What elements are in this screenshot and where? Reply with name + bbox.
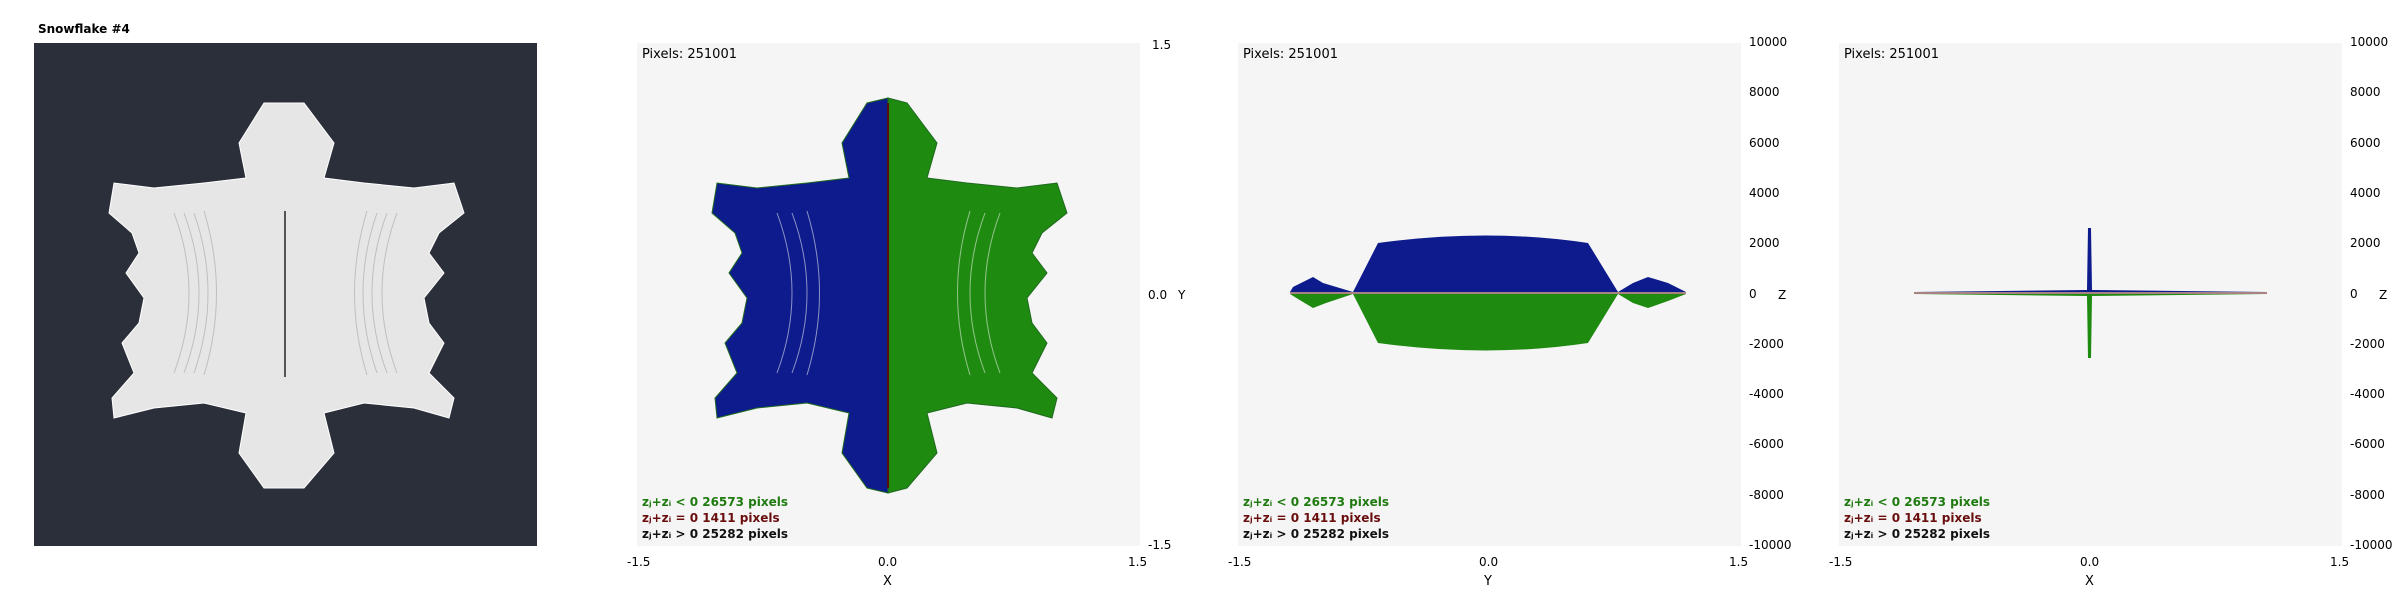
xz-upper-band	[1914, 228, 2267, 292]
z-tick-label: -4000	[1749, 387, 1784, 402]
yz-projection-svg	[1290, 235, 1686, 351]
z-tick-label: 4000	[2350, 185, 2381, 200]
stat-positive: zⱼ+zᵢ > 0 25282 pixels	[1844, 527, 1990, 541]
plot-yz: Pixels: 251001 zⱼ+zᵢ < 0 26573 pixels zⱼ…	[1238, 43, 1741, 546]
x-tick-left: -1.5	[1829, 555, 1853, 569]
z-tick-label: 0	[2350, 286, 2358, 301]
xy-left-half	[711, 97, 889, 494]
y-axis-label: Y	[1178, 288, 1186, 302]
z-tick-label: 6000	[2350, 135, 2381, 150]
x-tick-mid: 0.0	[878, 555, 898, 569]
z-axis-label: Z	[2379, 288, 2388, 302]
z-tick-label: 2000	[1749, 236, 1780, 251]
pixel-stats: zⱼ+zᵢ < 0 26573 pixels zⱼ+zᵢ = 0 1411 pi…	[1243, 494, 1389, 542]
xz-projection-svg	[1914, 228, 2267, 358]
snowflake-title: Snowflake #4	[38, 22, 130, 36]
y-tick-top: 1.5	[1152, 38, 1172, 52]
pixels-label: Pixels: 251001	[1243, 47, 1338, 62]
z-tick-label: 2000	[2350, 236, 2381, 251]
z-axis-label: Z	[1778, 288, 1787, 302]
z-tick-label: 10000	[1749, 35, 1788, 49]
z-tick-label: 8000	[1749, 85, 1780, 100]
z-tick-label: 4000	[1749, 185, 1780, 200]
stat-positive: zⱼ+zᵢ > 0 25282 pixels	[642, 527, 788, 541]
xy-right-half	[887, 97, 1068, 494]
stat-zero: zⱼ+zᵢ = 0 1411 pixels	[1243, 511, 1381, 525]
x-axis-label: Y	[1484, 574, 1492, 589]
z-tick-label: 6000	[1749, 135, 1780, 150]
x-axis-label: X	[883, 574, 892, 589]
x-tick-right: 1.5	[2330, 555, 2350, 569]
xz-lower-band	[1914, 294, 2267, 358]
pixels-label: Pixels: 251001	[1844, 47, 1939, 62]
pixel-stats: zⱼ+zᵢ < 0 26573 pixels zⱼ+zᵢ = 0 1411 pi…	[1844, 494, 1990, 542]
z-tick-label: -10000	[1749, 538, 1792, 552]
z-tick-label: -6000	[1749, 437, 1784, 452]
x-tick-right: 1.5	[1128, 555, 1148, 569]
plot-xz: Pixels: 251001 zⱼ+zᵢ < 0 26573 pixels zⱼ…	[1839, 43, 2342, 546]
pixel-stats: zⱼ+zᵢ < 0 26573 pixels zⱼ+zᵢ = 0 1411 pi…	[642, 494, 788, 542]
stat-zero: zⱼ+zᵢ = 0 1411 pixels	[1844, 511, 1982, 525]
z-tick-label: -2000	[2350, 336, 2385, 351]
z-tick-label: -8000	[1749, 487, 1784, 502]
yz-upper-blob	[1290, 235, 1686, 292]
z-tick-label: -8000	[2350, 487, 2385, 502]
x-tick-mid: 0.0	[1479, 555, 1499, 569]
snowflake-render	[34, 43, 537, 546]
x-tick-left: -1.5	[1228, 555, 1252, 569]
x-axis-label: X	[2085, 574, 2094, 589]
pixels-label: Pixels: 251001	[642, 47, 737, 62]
stat-positive: zⱼ+zᵢ > 0 25282 pixels	[1243, 527, 1389, 541]
z-tick-label: 0	[1749, 286, 1757, 301]
stat-negative: zⱼ+zᵢ < 0 26573 pixels	[642, 495, 788, 509]
z-tick-label: -10000	[2350, 538, 2393, 552]
z-tick-label: 10000	[2350, 35, 2389, 49]
z-tick-label: -4000	[2350, 387, 2385, 402]
y-tick-bottom: -1.5	[1148, 538, 1172, 552]
snowflake-image	[108, 102, 465, 489]
plot-xy: Pixels: 251001 zⱼ+zᵢ < 0 26573 pixels zⱼ…	[637, 43, 1140, 546]
xy-projection-svg	[711, 97, 1068, 494]
stat-negative: zⱼ+zᵢ < 0 26573 pixels	[1844, 495, 1990, 509]
x-tick-right: 1.5	[1729, 555, 1749, 569]
stat-negative: zⱼ+zᵢ < 0 26573 pixels	[1243, 495, 1389, 509]
yz-lower-blob	[1290, 294, 1686, 351]
y-tick-mid: 0.0	[1148, 288, 1168, 302]
x-tick-left: -1.5	[627, 555, 651, 569]
z-tick-label: -2000	[1749, 336, 1784, 351]
stat-zero: zⱼ+zᵢ = 0 1411 pixels	[642, 511, 780, 525]
x-tick-mid: 0.0	[2080, 555, 2100, 569]
z-tick-label: -6000	[2350, 437, 2385, 452]
z-tick-label: 8000	[2350, 85, 2381, 100]
